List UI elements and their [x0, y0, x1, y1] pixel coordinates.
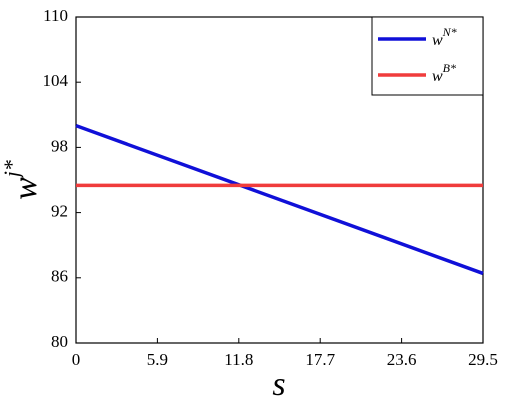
y-tick-label: 86 — [51, 267, 68, 286]
x-tick-label: 11.8 — [224, 350, 253, 369]
x-tick-label: 5.9 — [147, 350, 168, 369]
y-tick-label: 98 — [51, 136, 68, 155]
y-tick-label: 92 — [51, 202, 68, 221]
legend-label-sup: N* — [442, 25, 457, 39]
legend-box — [371, 16, 484, 96]
legend-label-base: w — [432, 32, 443, 49]
y-axis-label-base: w — [7, 177, 44, 200]
y-axis-label-sup: j* — [0, 160, 24, 180]
plot-frame — [75, 16, 484, 344]
y-tick-label: 104 — [43, 71, 69, 90]
legend-label-base: w — [432, 68, 443, 85]
x-axis-label: s — [272, 366, 285, 403]
y-axis-label: wj* — [0, 160, 44, 200]
y-tick-label: 80 — [51, 332, 68, 351]
y-tick-label: 110 — [43, 6, 68, 25]
legend-label-sup: B* — [443, 61, 456, 75]
x-tick-label: 17.7 — [305, 350, 335, 369]
legend-label: wB* — [432, 61, 456, 85]
x-tick-label: 23.6 — [387, 350, 417, 369]
x-tick-label: 0 — [72, 350, 81, 369]
series-line — [75, 124, 484, 276]
x-tick-label: 29.5 — [468, 350, 498, 369]
legend-label: wN* — [432, 25, 457, 49]
